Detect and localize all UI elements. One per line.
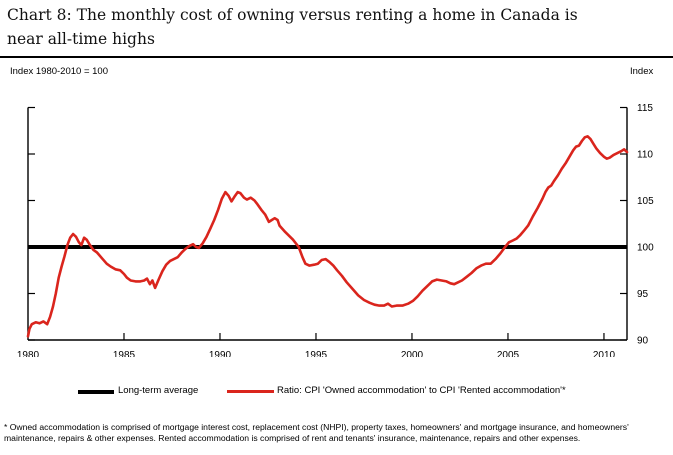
- chart-plot-area: 90 95 100 105 110 115 1980 1985 1990 1995 2000 2005…: [0, 85, 673, 361]
- x-tick-label: 1995: [305, 350, 328, 357]
- axis-note-index: Index: [630, 66, 654, 77]
- footnote-line2: maintenance, repairs & other expenses. R…: [4, 433, 581, 444]
- ratio-line-chart: 90 95 100 105 110 115 1980 1985 1990 1995 2000 2005…: [17, 103, 654, 361]
- y-tick-label: 110: [637, 150, 653, 161]
- x-tick-label: 1990: [209, 350, 232, 357]
- legend-ratio-line-swatch: [227, 390, 274, 393]
- axis-note-index-base: Index 1980-2010 = 100: [10, 66, 108, 77]
- chart-title-line2: near all-time highs: [7, 30, 155, 49]
- legend-average-label: Long-term average: [118, 385, 199, 396]
- chart-title-line1: Chart 8: The monthly cost of owning vers…: [7, 6, 578, 24]
- legend-average-line-swatch: [78, 390, 114, 394]
- x-tick-label: 2010: [593, 350, 616, 357]
- x-tick-label: 2005: [497, 350, 520, 357]
- ratio-series-line: [26, 135, 629, 338]
- x-tick-label: 2000: [401, 350, 424, 357]
- y-tick-label: 90: [637, 336, 649, 347]
- legend-ratio-label: Ratio: CPI 'Owned accommodation' to CPI …: [277, 385, 566, 396]
- chart-title: Chart 8: The monthly cost of owning vers…: [7, 3, 669, 51]
- y-tick-label: 100: [637, 243, 654, 254]
- footnote-line1: * Owned accommodation is comprised of mo…: [4, 422, 629, 432]
- y-tick-label: 95: [637, 289, 649, 300]
- y-tick-label: 115: [637, 103, 653, 114]
- title-divider-rule: [0, 56, 673, 58]
- x-tick-label: 1980: [17, 350, 40, 357]
- y-tick-label: 105: [637, 196, 654, 207]
- footnote: * Owned accommodation is comprised of mo…: [4, 422, 670, 444]
- x-tick-label: 1985: [113, 350, 136, 357]
